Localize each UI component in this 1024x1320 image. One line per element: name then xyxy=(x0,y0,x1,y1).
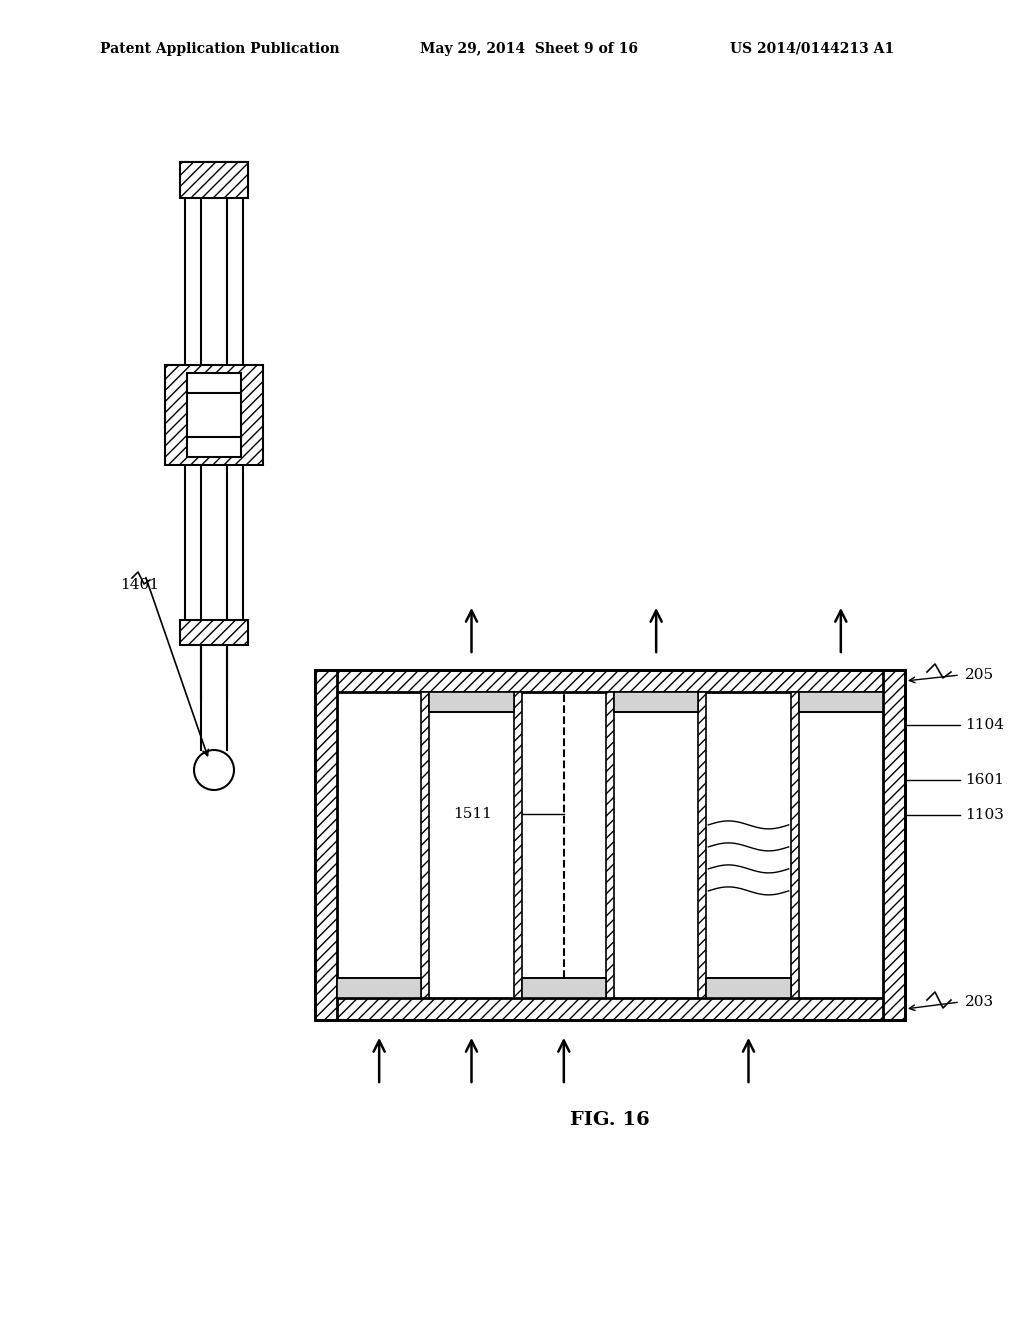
Bar xyxy=(799,692,883,711)
Text: 1401: 1401 xyxy=(120,578,159,591)
Bar xyxy=(315,671,337,1020)
Text: FIG. 16: FIG. 16 xyxy=(570,1111,650,1129)
Bar xyxy=(521,978,606,998)
Bar xyxy=(707,978,791,998)
Bar xyxy=(315,671,905,692)
Bar xyxy=(315,671,905,1020)
Bar xyxy=(165,366,263,465)
Bar xyxy=(791,692,799,998)
Bar xyxy=(187,374,241,457)
Bar xyxy=(421,692,429,998)
Bar xyxy=(429,692,514,711)
Text: 1103: 1103 xyxy=(965,808,1004,822)
Bar xyxy=(698,692,707,998)
Text: 1511: 1511 xyxy=(453,808,492,821)
Text: 205: 205 xyxy=(965,668,994,682)
Text: 1601: 1601 xyxy=(965,774,1004,787)
Bar xyxy=(606,692,614,998)
Text: Patent Application Publication: Patent Application Publication xyxy=(100,42,340,55)
Bar xyxy=(315,998,905,1020)
Bar xyxy=(337,978,421,998)
Bar xyxy=(180,620,248,645)
Bar xyxy=(883,671,905,1020)
Text: May 29, 2014  Sheet 9 of 16: May 29, 2014 Sheet 9 of 16 xyxy=(420,42,638,55)
Bar xyxy=(614,692,698,711)
Bar xyxy=(185,170,243,640)
Text: US 2014/0144213 A1: US 2014/0144213 A1 xyxy=(730,42,894,55)
Bar xyxy=(514,692,521,998)
Text: 203: 203 xyxy=(965,995,994,1008)
Text: 1104: 1104 xyxy=(965,718,1004,733)
Bar xyxy=(180,162,248,198)
